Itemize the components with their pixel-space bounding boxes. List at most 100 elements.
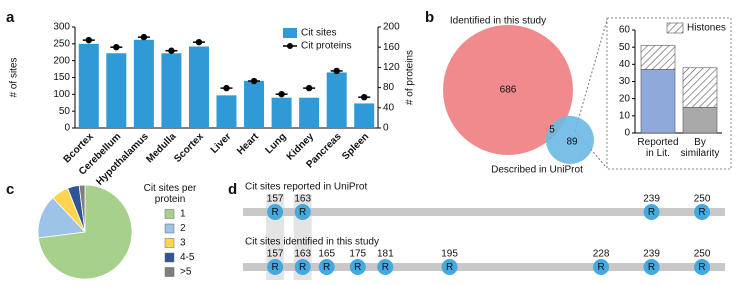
site-residue: R <box>446 262 453 273</box>
legend-label: Histones <box>687 23 726 34</box>
site <box>643 204 660 220</box>
y2-tick-label: 0 <box>383 123 389 134</box>
bar <box>299 97 320 128</box>
legend-swatch <box>666 22 684 34</box>
dot <box>250 77 258 85</box>
site-position: 250 <box>694 194 711 205</box>
site-residue: R <box>648 207 655 218</box>
dot <box>140 33 148 41</box>
site-residue: R <box>382 262 389 273</box>
venn-set <box>546 116 594 164</box>
bar <box>133 39 154 128</box>
dot <box>113 44 120 51</box>
site-position: 163 <box>294 194 311 205</box>
y-tick-label: 50 <box>59 106 71 117</box>
track-title: Cit sites reported in UniProt <box>245 182 367 193</box>
site-position: 181 <box>377 249 394 260</box>
legend-label: >5 <box>180 267 192 278</box>
site-position: 175 <box>349 249 366 260</box>
site-position: 250 <box>694 249 711 260</box>
y-tick-label: 40 <box>619 59 631 70</box>
y-tick-label: 50 <box>619 42 631 53</box>
x-tick-label-box: By similarity <box>681 137 720 159</box>
y2-tick-label: 120 <box>383 62 400 73</box>
bar <box>216 95 237 128</box>
panel-label: b <box>425 9 434 26</box>
y-axis-label: # of sites <box>9 57 20 97</box>
x-tick-label: Scortex <box>172 131 206 165</box>
dot <box>168 47 175 54</box>
y2-tick-label: 80 <box>383 82 395 93</box>
y2-tick-label: 160 <box>383 42 400 53</box>
site-residue: R <box>648 262 655 273</box>
site <box>267 204 284 220</box>
bar <box>271 97 292 128</box>
y-tick-label: 0 <box>624 128 630 139</box>
track-title: Cit sites identified in this study <box>245 237 379 248</box>
track <box>243 263 725 271</box>
panel-label: a <box>6 9 15 26</box>
bar <box>244 80 265 128</box>
x-tick-label: Reported in Lit. <box>637 137 679 159</box>
site-position: 228 <box>593 249 610 260</box>
site <box>294 259 311 275</box>
legend-label: 2 <box>180 223 186 234</box>
y-tick-label: 0 <box>64 123 70 134</box>
site-position: 163 <box>294 249 311 260</box>
bar <box>78 43 99 129</box>
x-tick-label: Medulla <box>144 131 178 165</box>
legend-swatch <box>164 223 175 234</box>
legend-label: Cit proteins <box>301 41 352 52</box>
legend-dot <box>287 43 293 49</box>
y-tick-label: 20 <box>619 93 631 104</box>
site-position: 239 <box>643 249 660 260</box>
x-tick-label: Heart <box>235 131 261 157</box>
y-tick-label: 30 <box>619 76 631 87</box>
bar <box>161 53 182 129</box>
legend-label: 4-5 <box>180 252 195 263</box>
site <box>318 259 335 275</box>
y-tick-label: 100 <box>53 89 70 100</box>
site-position: 195 <box>441 249 458 260</box>
pie-slice <box>78 184 86 233</box>
dot <box>305 84 313 92</box>
bar-segment <box>640 45 676 70</box>
site-residue: R <box>299 262 306 273</box>
legend-title: Cit sites per protein <box>143 183 197 205</box>
zoom-line <box>574 19 608 132</box>
site-residue: R <box>299 207 306 218</box>
site <box>694 204 711 220</box>
legend-swatch <box>164 209 175 219</box>
bar-segment <box>682 67 718 108</box>
bar <box>354 103 375 128</box>
site <box>267 259 284 275</box>
dot <box>85 36 92 44</box>
bar-segment <box>682 106 718 134</box>
site-residue: R <box>272 207 279 218</box>
y2-tick-label: 40 <box>383 102 395 113</box>
site <box>694 259 711 275</box>
y-tick-label: 300 <box>53 22 70 33</box>
venn-value: 5 <box>549 125 555 136</box>
site-residue: R <box>354 262 361 273</box>
bar <box>326 72 347 128</box>
site <box>593 259 610 275</box>
legend-title-box: Cit sites per protein <box>143 183 197 205</box>
site-position: 239 <box>643 194 660 205</box>
legend-swatch <box>164 267 175 277</box>
site <box>294 204 311 220</box>
y-tick-label: 10 <box>619 110 631 121</box>
legend-swatch <box>283 28 297 38</box>
x-tick-label: Lung <box>264 131 289 156</box>
site <box>349 259 366 275</box>
y2-tick-label: 200 <box>383 22 400 33</box>
site-residue: R <box>323 262 330 273</box>
legend-label: 3 <box>180 238 186 249</box>
dot <box>278 90 285 98</box>
bar-segment <box>640 69 676 134</box>
bar <box>106 53 127 129</box>
dot <box>195 38 203 46</box>
site-position: 157 <box>267 194 284 205</box>
